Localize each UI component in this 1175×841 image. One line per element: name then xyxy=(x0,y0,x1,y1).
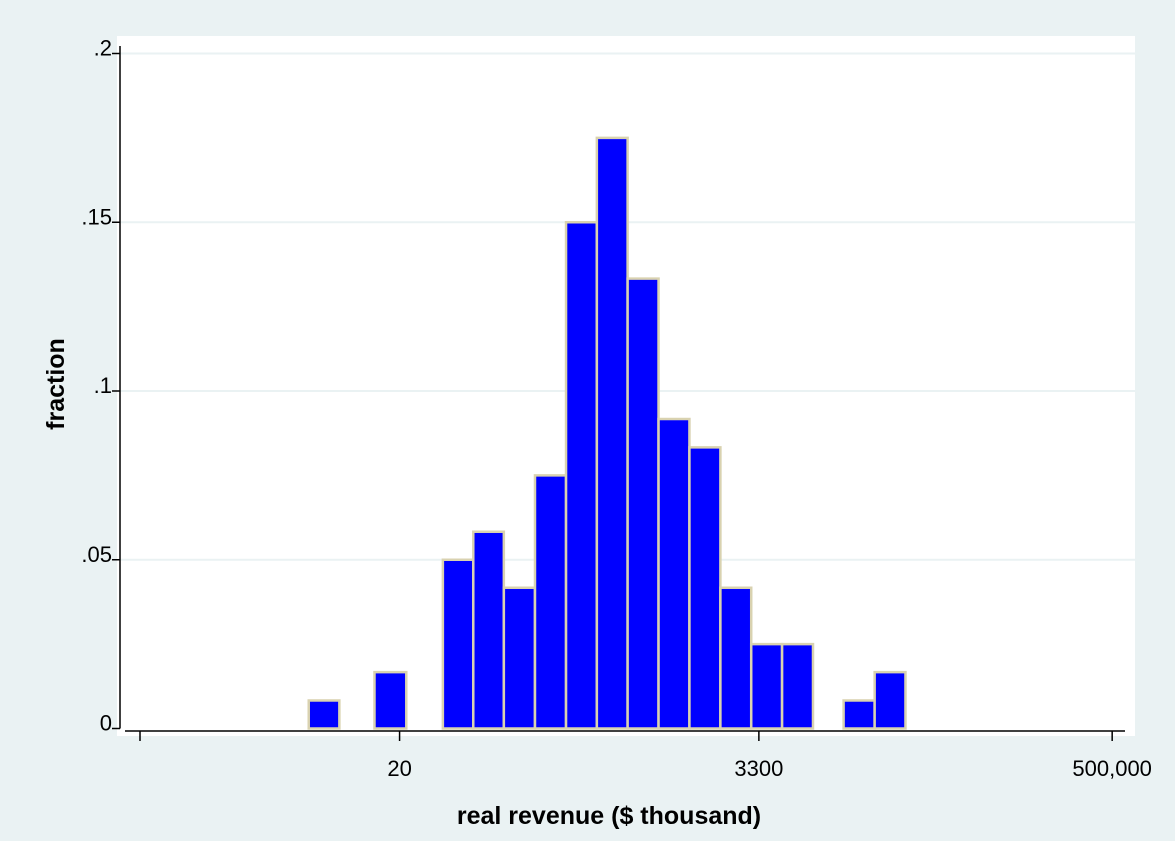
x-tick-label: 3300 xyxy=(734,756,783,781)
x-axis-ticks: 20 3300 500,000 xyxy=(139,731,1152,781)
histogram-bar xyxy=(719,586,753,730)
y-tick-label: .05 xyxy=(81,542,112,567)
histogram-bar xyxy=(626,277,660,730)
y-tick-label: .1 xyxy=(94,373,112,398)
y-axis-ticks: 0 .05 .1 .15 .2 xyxy=(81,36,120,736)
histogram-bar xyxy=(472,530,506,730)
y-tick-label: .15 xyxy=(81,204,112,229)
histogram-bars xyxy=(307,136,907,730)
x-tick-label: 20 xyxy=(387,756,411,781)
x-tick-label: 500,000 xyxy=(1072,756,1152,781)
histogram-bar xyxy=(780,642,815,730)
histogram-bar xyxy=(307,699,341,730)
y-tick-label: 0 xyxy=(100,711,112,736)
axes xyxy=(119,46,1125,732)
y-axis-title: fraction xyxy=(42,338,70,430)
histogram-bar xyxy=(373,670,408,730)
histogram-bar xyxy=(688,446,722,730)
y-tick-label: .2 xyxy=(94,36,112,61)
histogram-bar xyxy=(657,417,691,730)
histogram-bar xyxy=(749,642,784,730)
histogram-bar xyxy=(873,670,907,730)
histogram-bar xyxy=(441,558,475,730)
histogram-bar xyxy=(842,699,876,730)
histogram-bar xyxy=(595,136,629,730)
histogram-bar xyxy=(533,474,568,730)
x-axis-title: real revenue ($ thousand) xyxy=(457,802,761,830)
histogram-bar xyxy=(564,221,599,730)
histogram-bar xyxy=(502,586,537,730)
